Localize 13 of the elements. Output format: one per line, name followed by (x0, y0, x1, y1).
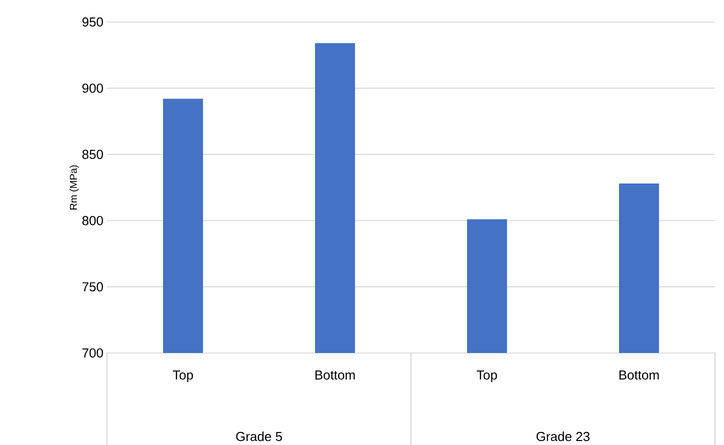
y-tick-label: 750 (82, 282, 103, 292)
y-tick-label: 900 (82, 84, 103, 93)
x-tick-label: Bottom (619, 370, 659, 380)
y-tick-label: 950 (82, 17, 103, 27)
text: Grade 23 (536, 432, 590, 442)
y-tick-label: 800 (82, 216, 103, 226)
x-tick-label: Top (476, 370, 497, 382)
x-tick-label: Top (172, 370, 193, 382)
y-axis-title: Rm (MPa) (70, 165, 79, 210)
y-tick-label: 700 (82, 348, 103, 358)
text: Grade 5 (236, 432, 282, 442)
y-tick-label: 850 (82, 150, 103, 159)
x-tick-label: Bottom (315, 370, 355, 380)
